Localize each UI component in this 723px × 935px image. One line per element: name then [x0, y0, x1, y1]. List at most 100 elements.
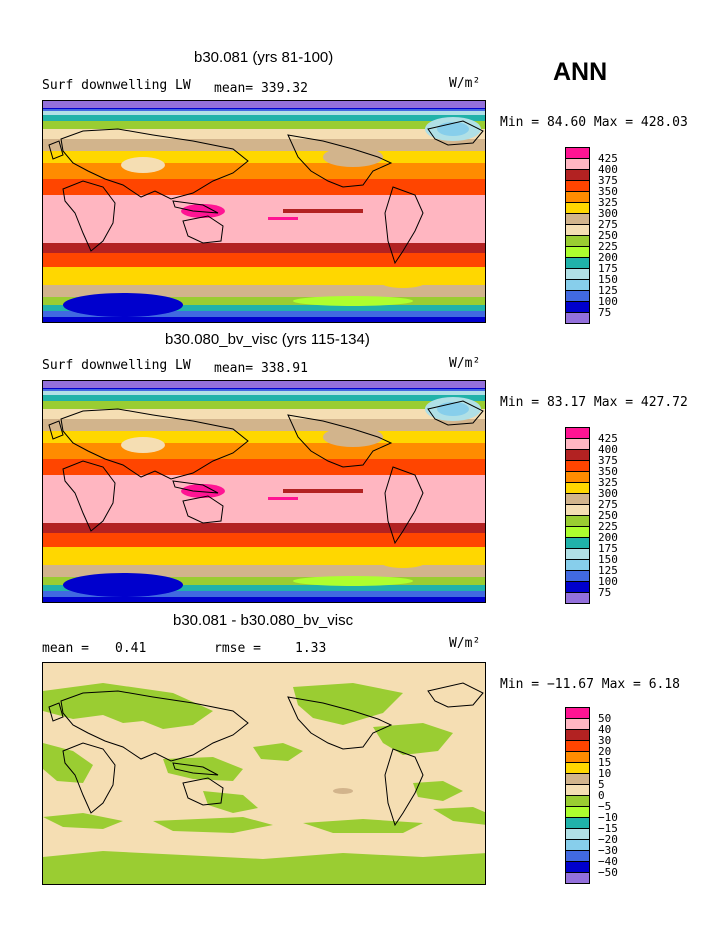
greenland-core-contour [437, 402, 469, 416]
panel-2-map [42, 380, 486, 603]
antarctica-low-contour [63, 573, 183, 597]
panel-3-mean-label: mean = [42, 641, 89, 656]
panel-2-title: b30.080_bv_visc (yrs 115-134) [165, 331, 370, 348]
coastline [48, 140, 64, 160]
colorbar-level-label: 225 [598, 240, 618, 253]
panel-2-map-svg [43, 381, 485, 602]
contour-band [43, 597, 485, 602]
colorbar-level-label: 250 [598, 509, 618, 522]
contour-band [43, 523, 485, 533]
colorbar-swatch [565, 312, 590, 324]
coastline [172, 480, 219, 494]
contour-band [43, 108, 485, 109]
colorbar-level-label: 275 [598, 498, 618, 511]
panel-1-map-svg [43, 101, 485, 322]
diff-contour-patch [153, 817, 273, 833]
diff-contour-patch [293, 683, 403, 725]
colorbar-level-label: 375 [598, 454, 618, 467]
colorbar-level-label: 175 [598, 262, 618, 275]
contour-band [43, 533, 485, 547]
contour-band [43, 475, 485, 523]
coastline [62, 460, 116, 532]
panel-3-colorbar: 50 40 30 20 15 10 5 0 −5 −10 −15 −20 −30 −40 −50 [565, 707, 618, 884]
colorbar-level-label: 10 [598, 767, 612, 780]
panel-3-map-svg [43, 663, 485, 884]
colorbar-level-label: −15 [598, 822, 618, 835]
diff-contour-patch [413, 781, 463, 801]
coastline [182, 495, 224, 524]
colorbar-swatch [565, 872, 590, 884]
greenland-core-contour [437, 122, 469, 136]
itcz-band-contour [283, 489, 363, 493]
colorbar-level-label: 30 [598, 734, 612, 747]
diff-contour-patch [373, 723, 453, 755]
contour-band [43, 585, 485, 591]
colorbar-level-label: 325 [598, 476, 618, 489]
warm-pool-contour [181, 484, 225, 498]
andes-contour [379, 554, 427, 568]
panel-2-mean: mean= 338.91 [214, 361, 308, 376]
diff-contour-patch [303, 819, 423, 833]
colorbar-level-label: 325 [598, 196, 618, 209]
colorbar-level-label: 225 [598, 520, 618, 533]
contour-band [43, 267, 485, 285]
contour-band [43, 109, 485, 111]
contour-band [43, 317, 485, 322]
contour-band [43, 139, 485, 151]
coastline [287, 414, 393, 468]
colorbar-level-label: 75 [598, 306, 612, 319]
colorbar-level-label: 200 [598, 251, 618, 264]
rockies-contour [323, 427, 383, 447]
colorbar-level-label: 125 [598, 564, 618, 577]
contour-band [43, 129, 485, 139]
colorbar-level-label: 300 [598, 487, 618, 500]
coastline [62, 180, 116, 252]
contour-band [43, 443, 485, 459]
panel-1-variable: Surf downwelling LW [42, 78, 191, 93]
contour-band [43, 111, 485, 115]
diff-contour-patch [43, 813, 123, 829]
contour-band [43, 431, 485, 443]
colorbar-level-label: 300 [598, 207, 618, 220]
panel-3-minmax: Min = −11.67 Max = 6.18 [500, 677, 681, 692]
contour-band [43, 391, 485, 395]
panel-3-mean-value: 0.41 [115, 641, 147, 656]
colorbar-level-label: 350 [598, 185, 618, 198]
coastline [427, 682, 484, 708]
panel-1-minmax: Min = 84.60 Max = 428.03 [500, 115, 688, 130]
colorbar-level-label: −20 [598, 833, 618, 846]
coastline [172, 200, 219, 214]
contour-band [43, 253, 485, 267]
coastline [182, 777, 224, 806]
panel-2-minmax: Min = 83.17 Max = 427.72 [500, 395, 688, 410]
coastline [427, 400, 484, 426]
panel-1-colorbar: 425 400 375 350 325 300 275 250 225 200 175 150 125 1… [565, 147, 618, 324]
colorbar-level-label: 125 [598, 284, 618, 297]
contour-band [43, 179, 485, 195]
colorbar-level-label: 15 [598, 756, 612, 769]
panel-1-map [42, 100, 486, 323]
coastline [384, 466, 424, 545]
tibet-contour [121, 157, 165, 173]
ross-sea-contour [293, 576, 413, 586]
colorbar-level-label: −50 [598, 866, 618, 879]
coastline [48, 702, 64, 722]
colorbar-level-label: 50 [598, 712, 612, 725]
antarctica-low-contour [63, 293, 183, 317]
colorbar-level-label: −5 [598, 800, 612, 813]
diff-contour-patch [43, 743, 93, 783]
contour-band [43, 409, 485, 419]
panel-2-colorbar: 425 400 375 350 325 300 275 250 225 200 175 150 125 1… [565, 427, 618, 604]
itcz-max-contour [268, 217, 298, 220]
contour-band [43, 395, 485, 401]
colorbar-level-label: 150 [598, 553, 618, 566]
contour-band [43, 401, 485, 409]
coastline [182, 215, 224, 244]
coastline [427, 120, 484, 146]
colorbar-level-label: 100 [598, 295, 618, 308]
panel-2-units: W/m² [449, 356, 481, 371]
contour-band [43, 151, 485, 163]
ross-sea-contour [293, 296, 413, 306]
colorbar-level-label: 375 [598, 174, 618, 187]
coastline [287, 696, 393, 750]
